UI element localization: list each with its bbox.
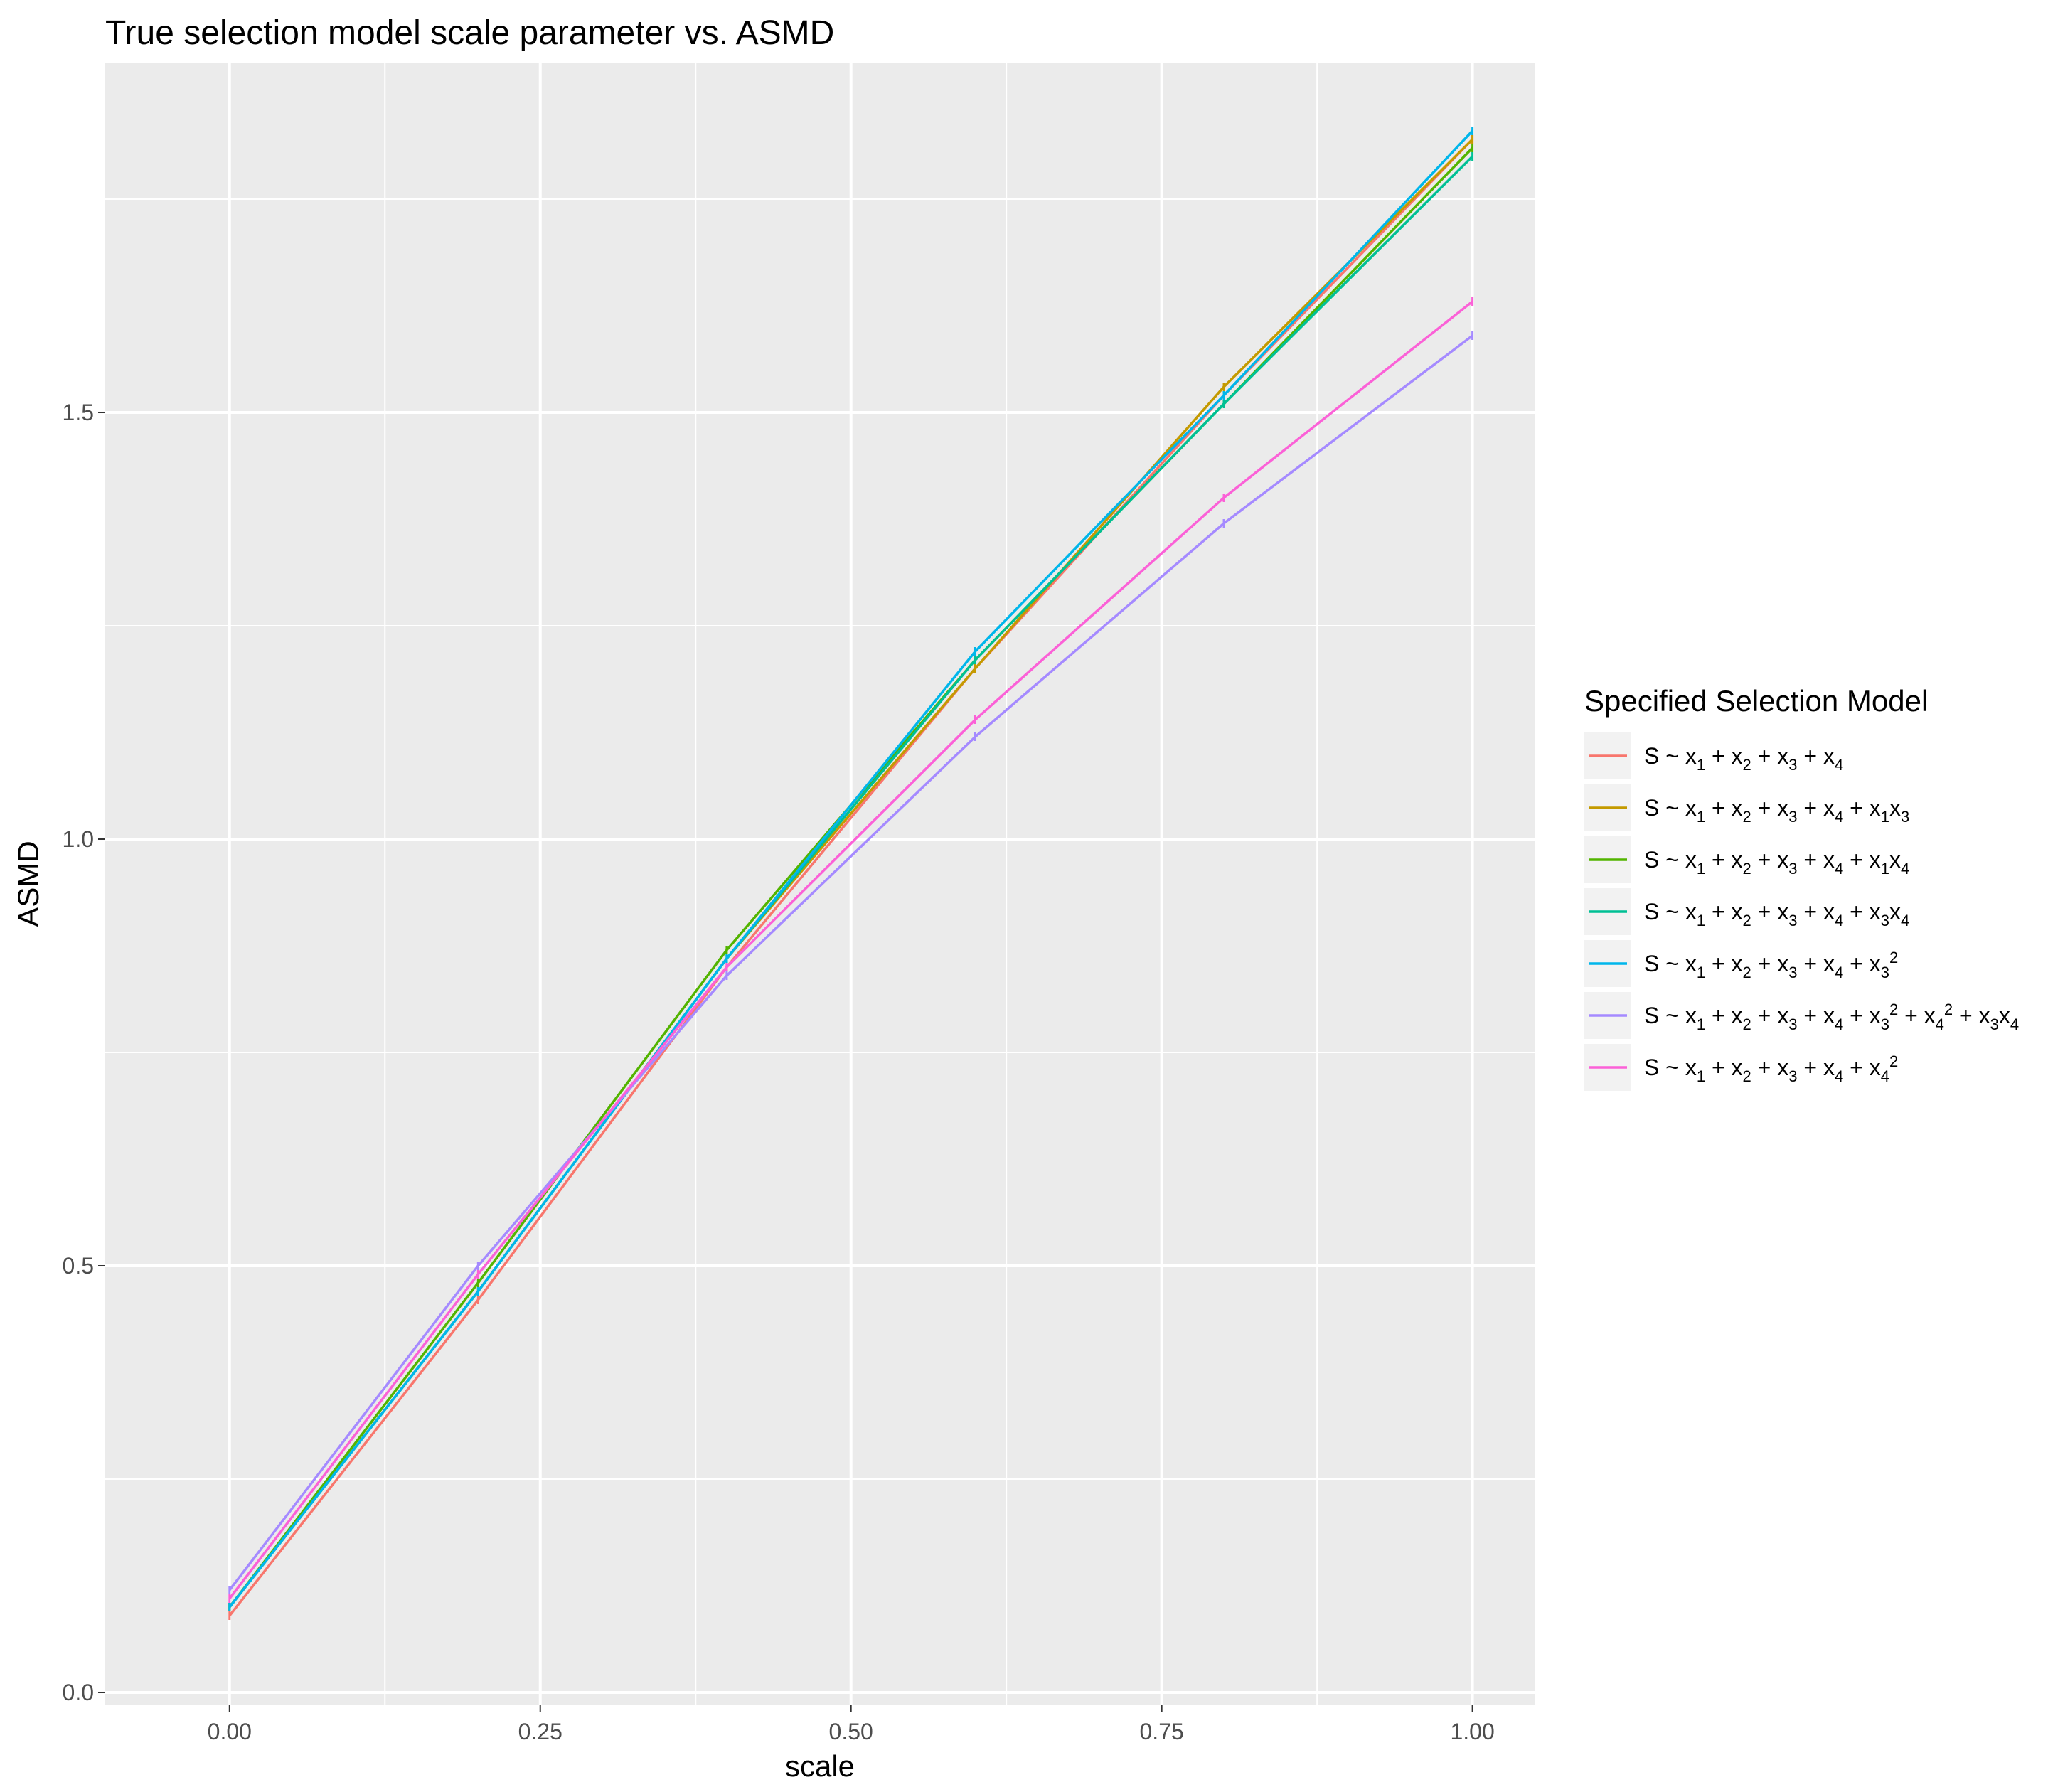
legend-label-6: S ~ x1 + x2 + x3 + x4 + x42 [1644,1052,1898,1085]
y-tick-label-2: 1.0 [63,826,94,852]
y-tick-label-0: 0.0 [63,1680,94,1705]
legend-label-2: S ~ x1 + x2 + x3 + x4 + x1x4 [1644,847,1909,878]
y-tick-label-3: 1.5 [63,400,94,425]
x-tick-label-0: 0.00 [208,1719,252,1744]
x-tick-label-4: 1.00 [1450,1719,1494,1744]
series-line-4 [228,129,1473,1609]
legend-label-4: S ~ x1 + x2 + x3 + x4 + x32 [1644,949,1898,981]
series-lines [228,127,1474,1620]
legend-items: S ~ x1 + x2 + x3 + x4 S ~ x1 + x2 + x3 + … [1584,732,2019,1091]
legend-title: Specified Selection Model [1584,684,1928,718]
legend-label-1: S ~ x1 + x2 + x3 + x4 + x1x3 [1644,795,1909,826]
legend-label-5: S ~ x1 + x2 + x3 + x4 + x32 + x42 + x3x4 [1644,1001,2019,1033]
x-axis: 0.00 0.25 0.50 0.75 1.00 [208,1705,1495,1744]
legend-label-0: S ~ x1 + x2 + x3 + x4 [1644,743,1843,774]
x-tick-label-3: 0.75 [1140,1719,1184,1744]
legend: Specified Selection Model S ~ x1 + x2 + … [1584,684,2019,1091]
chart-title: True selection model scale parameter vs.… [105,14,834,52]
y-tick-label-1: 0.5 [63,1253,94,1279]
y-axis: 0.0 0.5 1.0 1.5 [63,400,105,1705]
x-tick-label-2: 0.50 [829,1719,873,1744]
y-axis-title: ASMD [11,841,45,927]
series-line-5 [228,334,1473,1591]
legend-label-3: S ~ x1 + x2 + x3 + x4 + x3x4 [1644,899,1909,929]
minor-gridlines [105,63,1535,1705]
major-gridlines [105,63,1535,1705]
plot-panel [105,63,1535,1705]
x-tick-label-1: 0.25 [518,1719,562,1744]
series-line-6 [228,300,1473,1600]
x-axis-title: scale [785,1749,855,1783]
